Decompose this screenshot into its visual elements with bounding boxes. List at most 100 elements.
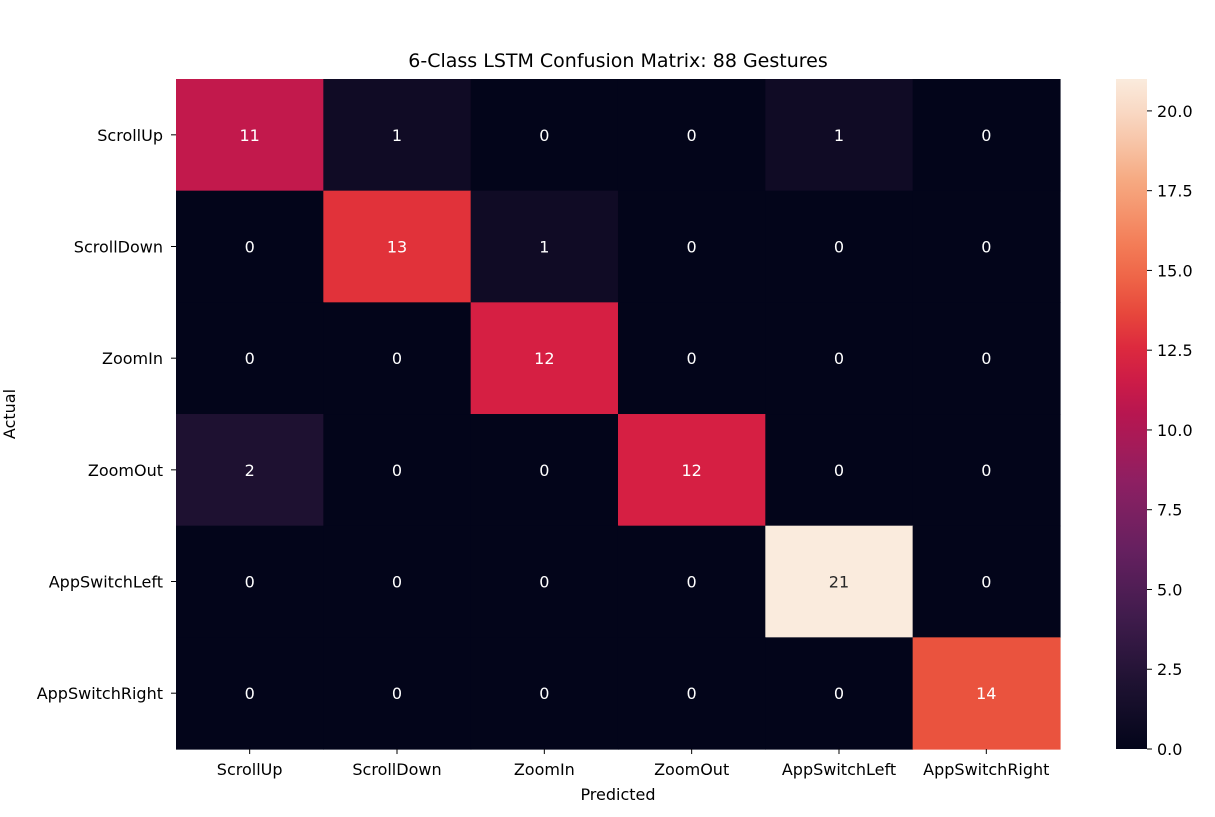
heatmap-cell xyxy=(912,414,1061,527)
y-tick-label: ZoomIn xyxy=(102,349,163,368)
heatmap-cell xyxy=(765,637,914,750)
y-axis-label: Actual xyxy=(0,389,19,439)
cell-value-label: 14 xyxy=(976,684,996,703)
cell-value-label: 0 xyxy=(981,461,991,480)
heatmap-cell xyxy=(912,637,1061,750)
x-tick-label: ZoomIn xyxy=(514,760,575,779)
y-tick-label: ZoomOut xyxy=(88,461,163,480)
heatmap-cell xyxy=(617,637,766,750)
cell-value-label: 0 xyxy=(834,238,844,257)
heatmap-cell xyxy=(765,190,914,303)
cell-value-label: 12 xyxy=(681,461,701,480)
colorbar-tick-label: 20.0 xyxy=(1157,102,1193,121)
cell-value-label: 0 xyxy=(245,573,255,592)
cell-value-label: 0 xyxy=(539,684,549,703)
heatmap-cell xyxy=(765,302,914,415)
heatmap-cell xyxy=(176,302,324,415)
heatmap-cell xyxy=(617,525,766,638)
cell-value-label: 0 xyxy=(245,349,255,368)
cell-value-label: 0 xyxy=(392,573,402,592)
heatmap-cell xyxy=(765,525,914,638)
colorbar-tick-label: 12.5 xyxy=(1157,341,1193,360)
cell-value-label: 0 xyxy=(392,684,402,703)
heatmap-cell xyxy=(765,79,914,192)
heatmap-cell xyxy=(617,190,766,303)
cell-value-label: 11 xyxy=(239,126,259,145)
cell-value-label: 0 xyxy=(834,349,844,368)
heatmap-cell xyxy=(323,79,472,192)
heatmap-cell xyxy=(323,525,472,638)
heatmap-cell xyxy=(470,302,619,415)
heatmap-cell xyxy=(470,190,619,303)
colorbar-tick-label: 7.5 xyxy=(1157,501,1182,520)
cell-value-label: 0 xyxy=(687,349,697,368)
cell-value-label: 13 xyxy=(387,238,407,257)
x-axis-label: Predicted xyxy=(580,785,655,804)
colorbar-tick-label: 0.0 xyxy=(1157,740,1182,759)
heatmap-cell xyxy=(470,525,619,638)
heatmap-cell xyxy=(323,414,472,527)
cell-value-label: 0 xyxy=(687,684,697,703)
cell-value-label: 2 xyxy=(245,461,255,480)
x-tick-label: AppSwitchRight xyxy=(923,760,1049,779)
heatmap-cell xyxy=(176,414,324,527)
cell-value-label: 0 xyxy=(539,461,549,480)
cell-value-label: 0 xyxy=(687,573,697,592)
heatmap-cell xyxy=(912,190,1061,303)
cell-value-label: 0 xyxy=(539,126,549,145)
heatmap-cell xyxy=(617,302,766,415)
colorbar-tick-label: 17.5 xyxy=(1157,182,1193,201)
cell-value-label: 0 xyxy=(834,461,844,480)
heatmap-cell xyxy=(176,190,324,303)
cell-value-label: 0 xyxy=(981,349,991,368)
heatmap-cell xyxy=(470,637,619,750)
heatmap-cell xyxy=(470,79,619,192)
cell-value-label: 0 xyxy=(981,238,991,257)
colorbar-tick-label: 10.0 xyxy=(1157,421,1193,440)
chart-title: 6-Class LSTM Confusion Matrix: 88 Gestur… xyxy=(408,50,827,72)
colorbar-ticks: 0.0 2.5 5.0 7.5 10.0 12.5 15.0 17.5 20.0 xyxy=(1147,102,1193,759)
cell-value-label: 12 xyxy=(534,349,554,368)
heatmap-cell xyxy=(617,414,766,527)
heatmap-cell xyxy=(765,414,914,527)
cell-value-label: 0 xyxy=(245,238,255,257)
x-tick-label: ScrollUp xyxy=(217,760,283,779)
heatmap-cell xyxy=(912,525,1061,638)
y-tick-label: AppSwitchRight xyxy=(37,684,163,703)
colorbar-tick-label: 5.0 xyxy=(1157,580,1182,599)
cell-value-label: 0 xyxy=(392,461,402,480)
cell-value-label: 1 xyxy=(392,126,402,145)
heatmap-cell xyxy=(617,79,766,192)
cell-value-label: 0 xyxy=(834,684,844,703)
x-tick-label: ScrollDown xyxy=(352,760,441,779)
heatmap-cell xyxy=(912,302,1061,415)
cell-value-label: 0 xyxy=(245,684,255,703)
cell-value-label: 0 xyxy=(687,126,697,145)
y-tick-label: AppSwitchLeft xyxy=(49,573,163,592)
x-tick-label: AppSwitchLeft xyxy=(782,760,896,779)
y-tick-label: ScrollDown xyxy=(74,238,163,257)
heatmap-cell xyxy=(176,525,324,638)
y-tick-label: ScrollUp xyxy=(97,126,163,145)
cell-value-label: 0 xyxy=(981,126,991,145)
heatmap-cell xyxy=(176,79,324,192)
colorbar xyxy=(1116,79,1147,749)
x-tick-label: ZoomOut xyxy=(654,760,729,779)
heatmap-cell xyxy=(323,637,472,750)
cell-value-label: 1 xyxy=(539,238,549,257)
cell-value-label: 1 xyxy=(834,126,844,145)
heatmap-cell xyxy=(323,190,472,303)
heatmap-cell xyxy=(912,79,1061,192)
y-axis-ticks: ScrollUp ScrollDown ZoomIn ZoomOut AppSwitch… xyxy=(37,126,176,703)
cell-value-label: 0 xyxy=(687,238,697,257)
x-axis-ticks: ScrollUp ScrollDown ZoomIn ZoomOut AppSwitch… xyxy=(217,749,1049,779)
cell-value-label: 0 xyxy=(981,573,991,592)
heatmap-cell xyxy=(470,414,619,527)
heatmap-cell xyxy=(176,637,324,750)
cell-value-label: 0 xyxy=(392,349,402,368)
colorbar-tick-label: 15.0 xyxy=(1157,261,1193,280)
heatmap-cell xyxy=(323,302,472,415)
heatmap-cell-labels: 11 1 0 0 1 00 13 1 0 0 00 0 12 0 0 02 0 0 12 0 00 0 0 0 21 00 0 0 0 0… xyxy=(239,126,996,703)
colorbar-tick-label: 2.5 xyxy=(1157,660,1182,679)
